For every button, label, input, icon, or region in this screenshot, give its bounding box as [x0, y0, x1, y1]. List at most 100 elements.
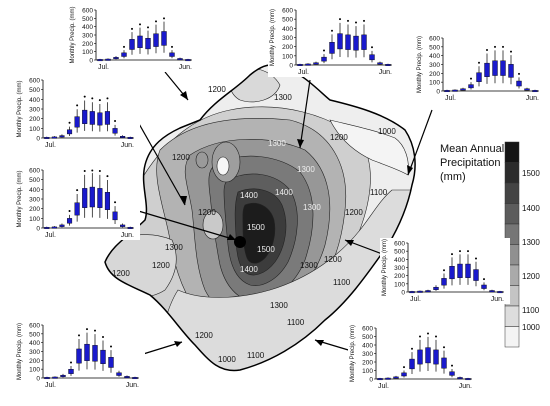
- boxplot-box: [74, 202, 80, 216]
- y-tick-label: 300: [29, 197, 40, 204]
- boxplot-box: [425, 347, 431, 364]
- y-tick-label: 300: [82, 33, 93, 40]
- contour-label: 1100: [287, 318, 305, 327]
- legend-label: 1500: [522, 169, 540, 178]
- x-end-label: Jun.: [126, 382, 139, 389]
- contour-label: 1200: [172, 153, 190, 162]
- boxplot-outlier: [68, 121, 71, 124]
- boxplot-box: [145, 38, 151, 50]
- boxplot-box: [329, 42, 335, 54]
- contour-label: 1300: [274, 93, 292, 102]
- legend-label: 1100: [522, 306, 540, 315]
- boxplot-outlier: [163, 17, 165, 20]
- boxplot-box: [60, 374, 66, 377]
- boxplot-box: [497, 291, 503, 294]
- x-start-label: Jul.: [445, 95, 456, 102]
- boxplot-box: [353, 35, 359, 51]
- legend-label: 1200: [522, 272, 540, 281]
- contour-label: 1500: [257, 245, 275, 254]
- boxplot-box: [337, 33, 343, 50]
- contour-label: 1100: [370, 188, 388, 197]
- y-tick-label: 0: [436, 89, 440, 96]
- boxplot-panel: [68, 5, 198, 72]
- x-start-label: Jul.: [45, 382, 56, 389]
- y-tick-label: 0: [369, 377, 373, 384]
- boxplot-box: [377, 378, 383, 381]
- boxplot-box: [297, 64, 303, 66]
- boxplot-box: [385, 377, 391, 380]
- y-tick-label: 0: [36, 226, 40, 233]
- boxplot-outlier: [139, 23, 141, 26]
- boxplot-box: [449, 371, 455, 376]
- legend-title-line: (mm): [440, 171, 466, 183]
- boxplot-box: [468, 84, 474, 89]
- y-tick-label: 600: [82, 8, 93, 15]
- boxplot-outlier: [171, 45, 173, 48]
- boxplot-box: [452, 89, 458, 92]
- y-tick-label: 500: [29, 177, 40, 184]
- boxplot-box: [401, 372, 407, 377]
- y-tick-label: 200: [29, 206, 40, 213]
- arrowhead: [407, 165, 413, 175]
- contour-label: 1200: [112, 269, 130, 278]
- contour-label: 1400: [240, 191, 258, 200]
- y-tick-label: 300: [429, 62, 440, 69]
- contour-label: 1000: [378, 127, 396, 136]
- boxplot-box: [321, 56, 327, 62]
- boxplot-box: [492, 60, 498, 76]
- boxplot-box: [161, 31, 167, 46]
- y-tick-label: 200: [29, 116, 40, 123]
- contour-label: 1200: [208, 85, 226, 94]
- boxplot-outlier: [91, 97, 94, 100]
- boxplot-box: [113, 57, 119, 60]
- boxplot-box: [44, 227, 50, 229]
- boxplot-box: [44, 137, 50, 139]
- y-tick-label: 300: [394, 265, 405, 272]
- y-tick-label: 200: [82, 41, 93, 48]
- contour-band: [216, 156, 230, 176]
- boxplot-box: [59, 224, 65, 227]
- boxplot-outlier: [91, 169, 94, 172]
- boxplot-box: [484, 62, 490, 77]
- y-tick-label: 100: [29, 126, 40, 133]
- boxplot-outlier: [331, 29, 333, 32]
- y-axis-label: Monthly Precip. (mm): [350, 325, 356, 382]
- boxplot-outlier: [76, 104, 79, 107]
- boxplot-outlier: [86, 328, 88, 331]
- boxplot-outlier: [510, 50, 512, 53]
- boxplot-box: [508, 64, 514, 78]
- contour-label: 1400: [240, 265, 258, 274]
- y-tick-label: 100: [394, 281, 405, 288]
- legend-swatch: [504, 182, 520, 204]
- arrow-line: [407, 109, 433, 176]
- contour-label: 1100: [247, 351, 265, 360]
- boxplot-box: [385, 64, 391, 66]
- boxplot-box: [132, 377, 138, 380]
- boxplot-outlier: [486, 49, 488, 52]
- boxplot-outlier: [451, 364, 453, 367]
- y-tick-label: 600: [362, 326, 373, 333]
- boxplot-box: [169, 52, 175, 57]
- y-axis-label: Monthly Precip. (mm): [70, 6, 76, 63]
- boxplot-outlier: [347, 19, 349, 22]
- boxplot-box: [489, 290, 495, 293]
- boxplot-box: [74, 116, 80, 128]
- y-tick-label: 200: [429, 71, 440, 78]
- boxplot-box: [68, 369, 74, 374]
- boxplot-box: [473, 269, 479, 281]
- legend: 1500 1400 1300 1200 1100 1000: [504, 141, 540, 348]
- boxplot-box: [100, 349, 106, 364]
- boxplot-box: [66, 129, 73, 135]
- contour-label: 1400: [275, 188, 293, 197]
- boxplot-outlier: [478, 61, 480, 64]
- boxplot-panel: [380, 238, 510, 304]
- arrow-line: [299, 79, 311, 149]
- boxplot-box: [393, 376, 399, 379]
- boxplot-box: [51, 136, 57, 139]
- y-tick-label: 200: [29, 358, 40, 365]
- boxplot-outlier: [102, 336, 104, 339]
- y-tick-label: 500: [362, 334, 373, 341]
- legend-label: 1000: [522, 323, 540, 332]
- x-end-label: Jun.: [121, 232, 134, 239]
